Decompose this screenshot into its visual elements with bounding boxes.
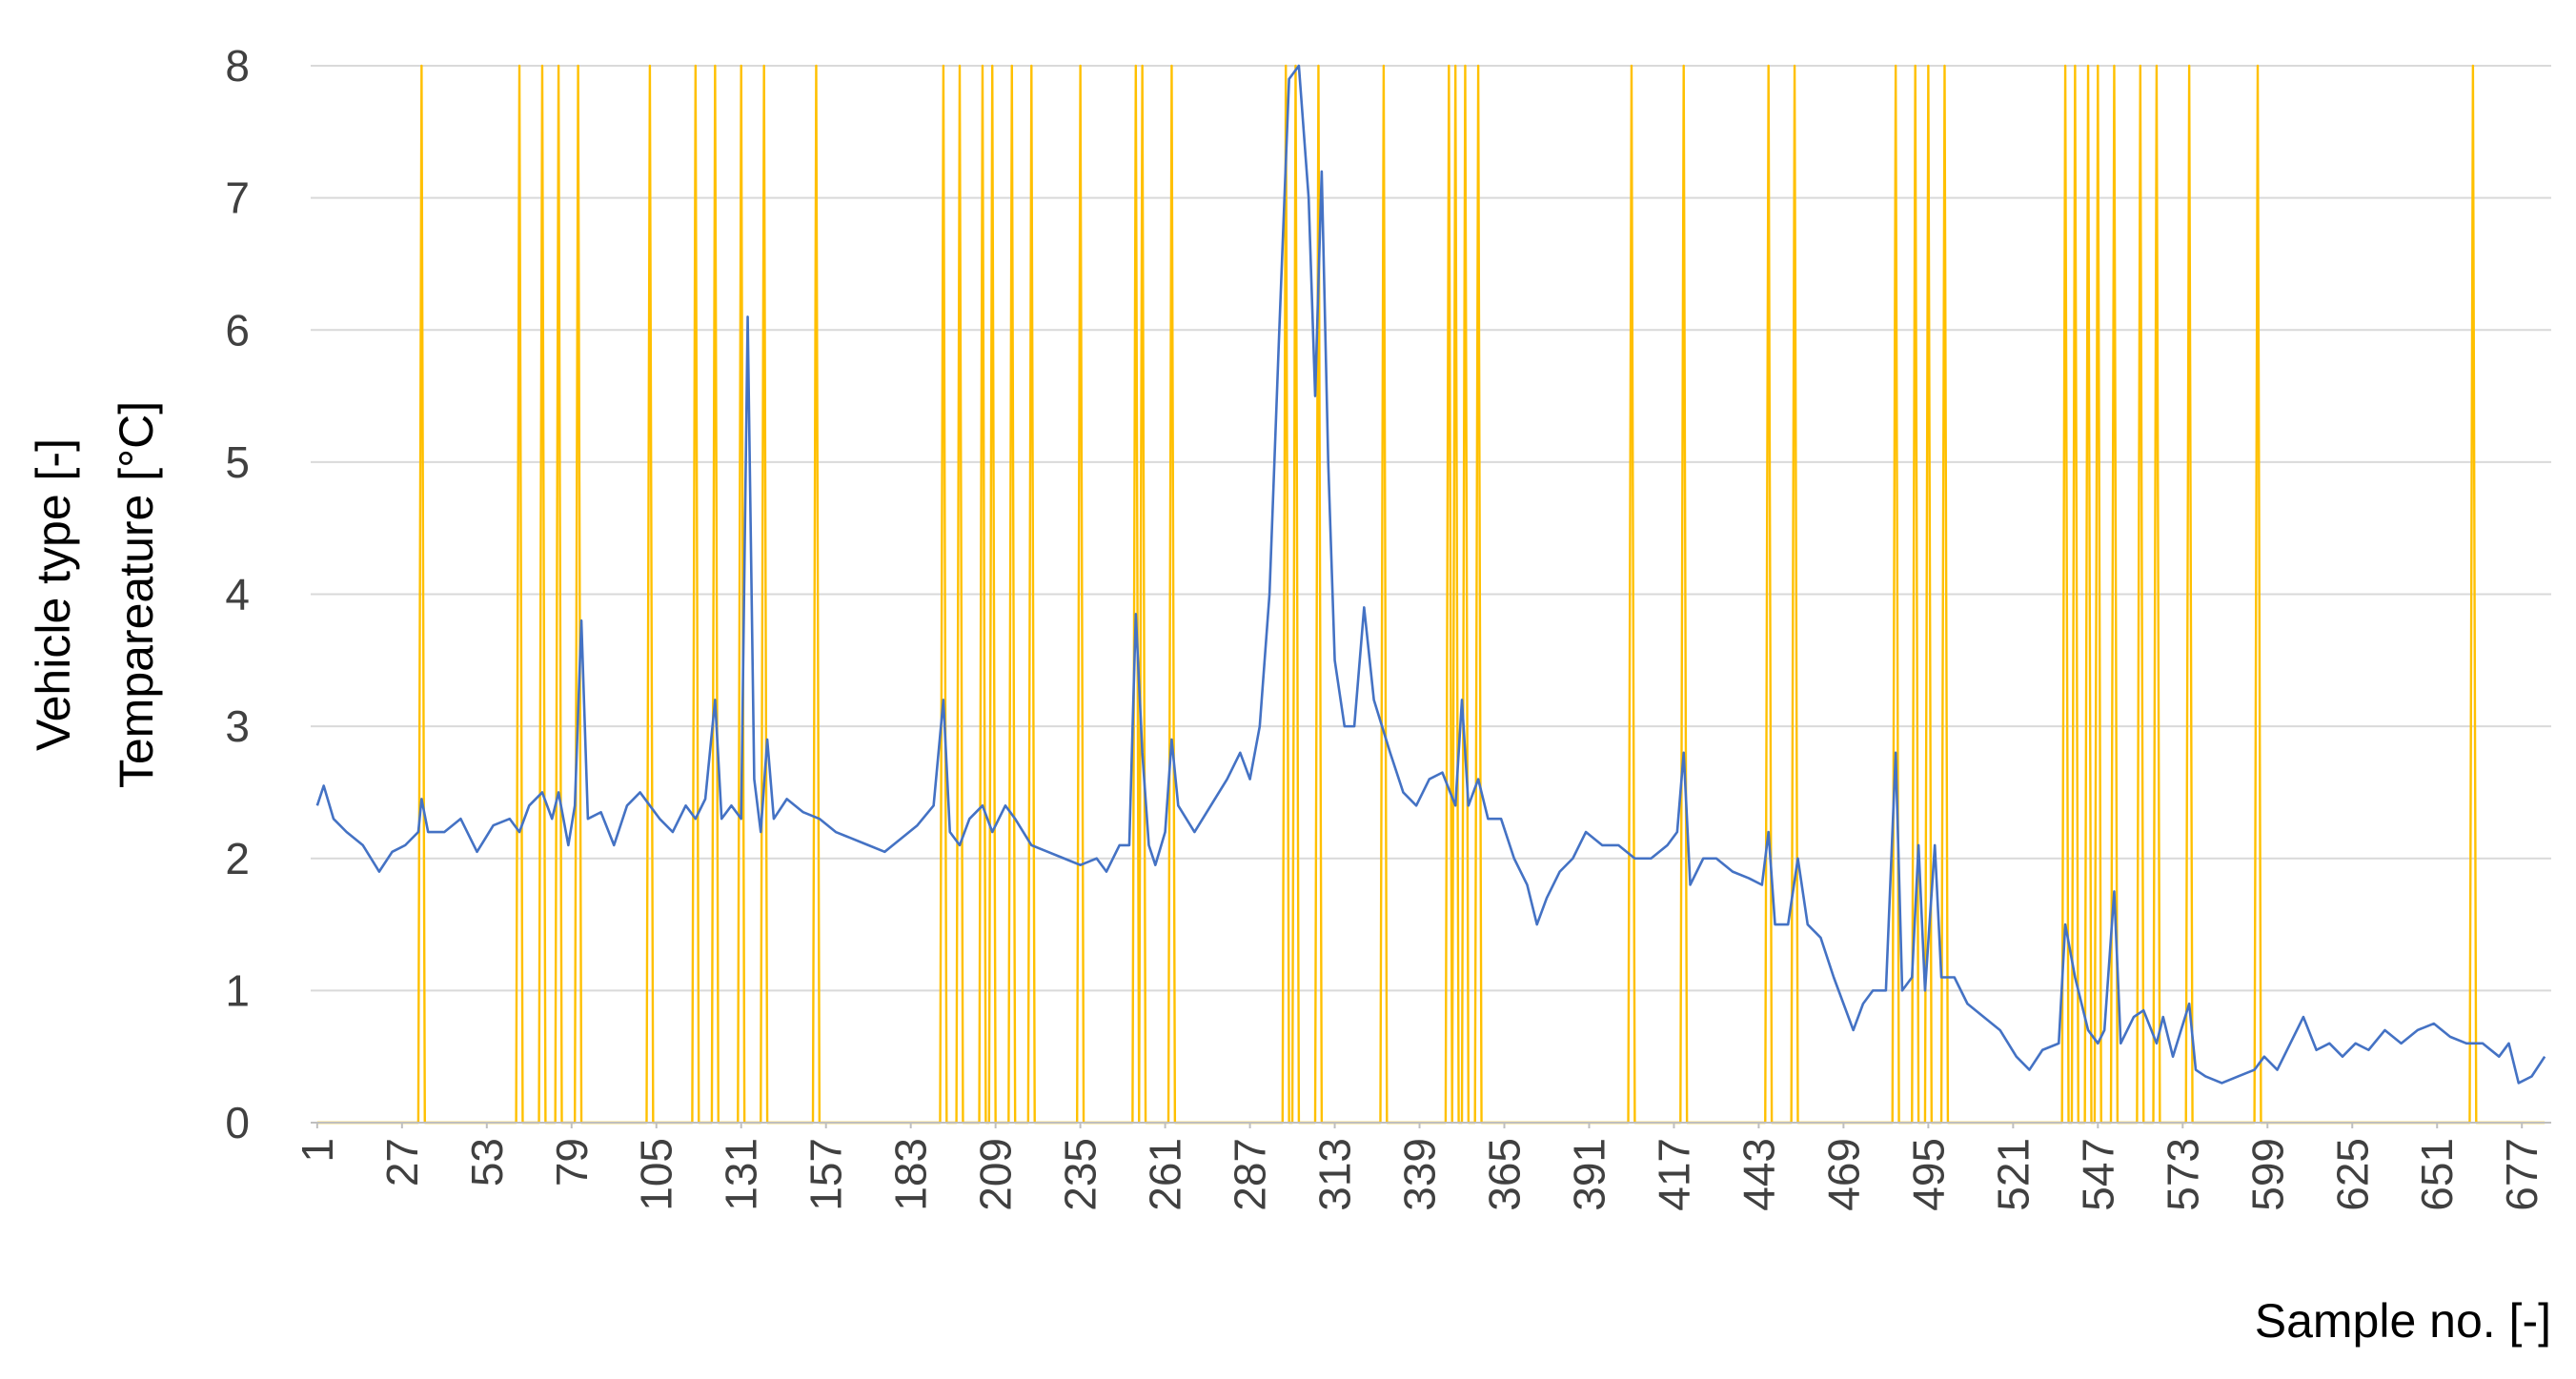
x-tick-label: 183: [886, 1138, 936, 1211]
y-tick-label: 2: [225, 834, 250, 883]
x-tick-label: 27: [377, 1138, 427, 1186]
x-tick-label: 365: [1479, 1138, 1529, 1211]
y-tick-label: 3: [225, 701, 250, 751]
x-tick-label: 547: [2073, 1138, 2122, 1211]
x-tick-label: 495: [1903, 1138, 1953, 1211]
x-tick-label: 287: [1226, 1138, 1275, 1211]
x-tick-label: 651: [2412, 1138, 2462, 1211]
x-tick-label: 469: [1818, 1138, 1868, 1211]
x-tick-label: 235: [1056, 1138, 1105, 1211]
x-tick-label: 417: [1649, 1138, 1698, 1211]
x-tick-label: 157: [801, 1138, 851, 1211]
x-tick-label: 313: [1310, 1138, 1360, 1211]
axes: 0 1 2 3 4 5 6 7 8 1 27 53 79 105 131 157 183 209 235 261 287…: [225, 41, 2551, 1211]
x-tick-label: 339: [1395, 1138, 1445, 1211]
x-tick-label: 625: [2327, 1138, 2377, 1211]
x-tick-label: 599: [2242, 1138, 2292, 1211]
y-tick-label: 6: [225, 305, 250, 355]
x-tick-label: 209: [971, 1138, 1021, 1211]
y-tick-label: 7: [225, 173, 250, 223]
y-tick-label: 0: [225, 1098, 250, 1147]
x-tick-label: 573: [2158, 1138, 2207, 1211]
x-tick-label: 1: [293, 1138, 342, 1163]
x-tick-label: 391: [1564, 1138, 1613, 1211]
x-tick-label: 443: [1734, 1138, 1783, 1211]
y-tick-label: 1: [225, 965, 250, 1015]
x-tick-label: 521: [1988, 1138, 2038, 1211]
lines: [315, 64, 2546, 1125]
y-axis-title: Tempareature [°C]: [110, 401, 163, 788]
x-tick-label: 677: [2497, 1138, 2546, 1211]
grid: [311, 65, 2551, 1124]
x-tick-label: 53: [462, 1138, 512, 1186]
data-line: [316, 64, 2546, 1125]
x-tick-label: 131: [717, 1138, 766, 1211]
x-tick-label: 79: [547, 1138, 597, 1186]
x-axis-title: Sample no. [-]: [2255, 1294, 2551, 1348]
y-tick-label: 4: [225, 570, 250, 619]
y-axis-title: Vehicle type [-]: [27, 438, 80, 751]
data-line: [315, 64, 2546, 1085]
x-tick-label: 261: [1141, 1138, 1190, 1211]
y-tick-label: 8: [225, 41, 250, 91]
y-tick-label: 5: [225, 437, 250, 487]
x-tick-label: 105: [632, 1138, 681, 1211]
